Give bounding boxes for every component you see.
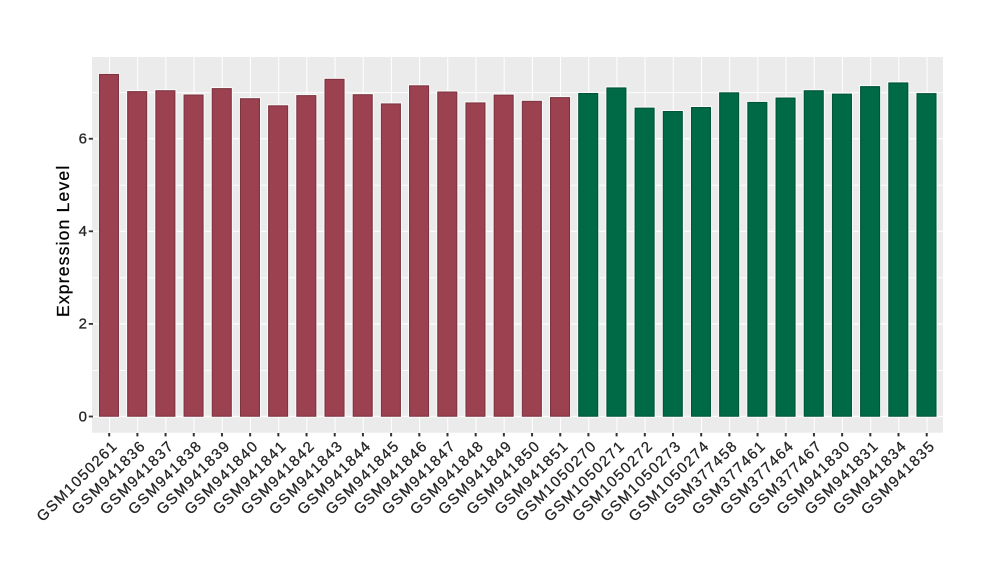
- svg-text:2: 2: [79, 316, 87, 333]
- svg-text:Expression Level: Expression Level: [53, 165, 73, 317]
- svg-text:6: 6: [79, 131, 87, 148]
- svg-text:0: 0: [79, 408, 87, 425]
- svg-text:4: 4: [79, 223, 87, 240]
